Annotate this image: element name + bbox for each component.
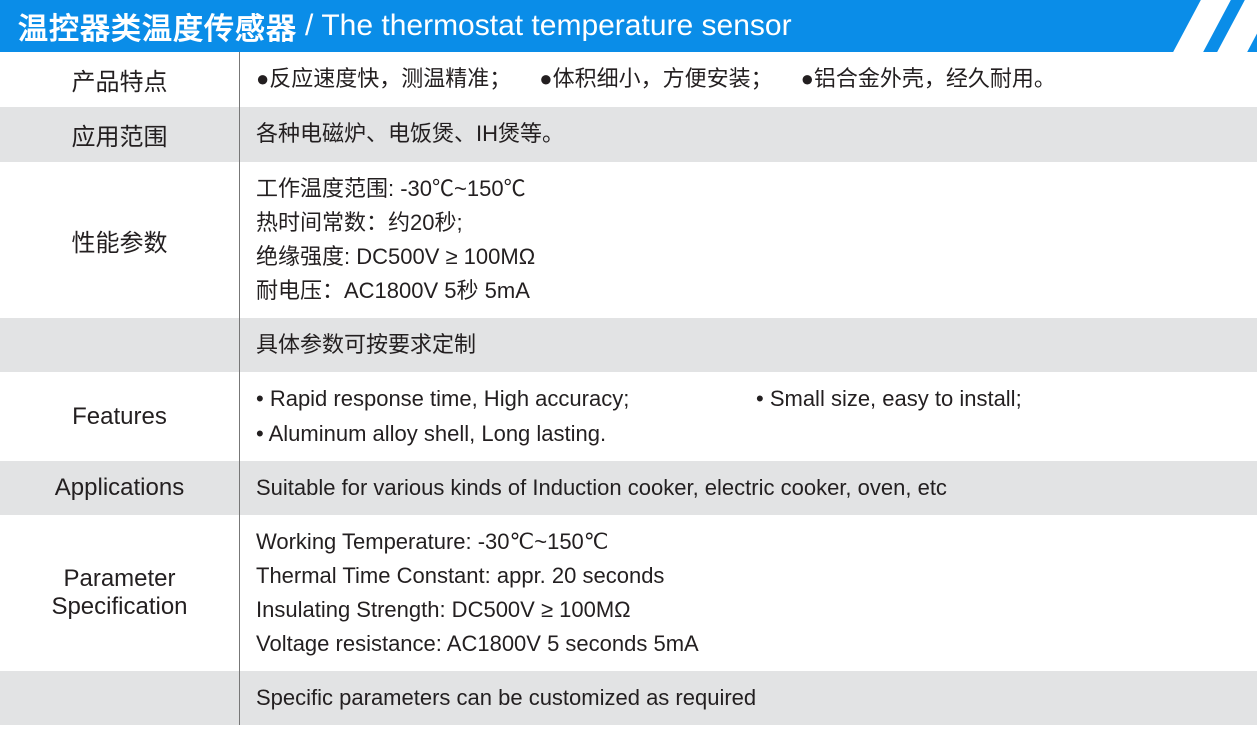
- spec-sheet: 温控器类温度传感器 / The thermostat temperature s…: [0, 0, 1257, 725]
- row-custom-note-en: Specific parameters can be customized as…: [0, 671, 1257, 725]
- header-separator: /: [305, 9, 313, 43]
- features-grid: • Rapid response time, High accuracy; • …: [256, 382, 1241, 450]
- bullet-item: ●反应速度快，测温精准；: [256, 62, 511, 96]
- row-custom-note-zh: 具体参数可按要求定制: [0, 318, 1257, 372]
- feature-item: • Rapid response time, High accuracy;: [256, 382, 756, 416]
- content-cell: Suitable for various kinds of Induction …: [240, 461, 1257, 515]
- header-title-zh: 温控器类温度传感器: [18, 4, 297, 48]
- param-line: Thermal Time Constant: appr. 20 seconds: [256, 559, 1241, 593]
- content-cell: • Rapid response time, High accuracy; • …: [240, 372, 1257, 460]
- param-line: 绝缘强度: DC500V ≥ 100MΩ: [256, 240, 1241, 274]
- row-product-features-zh: 产品特点 ●反应速度快，测温精准； ●体积细小，方便安装； ●铝合金外壳，经久耐…: [0, 52, 1257, 107]
- label-cell: Applications: [0, 461, 240, 515]
- param-line: 耐电压：AC1800V 5秒 5mA: [256, 274, 1241, 308]
- feature-item: • Small size, easy to install;: [756, 382, 1022, 416]
- label-cell: 性能参数: [0, 162, 240, 318]
- param-line: 工作温度范围: -30℃~150℃: [256, 172, 1241, 206]
- content-cell: 工作温度范围: -30℃~150℃ 热时间常数：约20秒; 绝缘强度: DC50…: [240, 162, 1257, 318]
- feature-item: • Aluminum alloy shell, Long lasting.: [256, 417, 1241, 451]
- bullet-item: ●铝合金外壳，经久耐用。: [801, 62, 1056, 96]
- content-cell: Working Temperature: -30℃~150℃ Thermal T…: [240, 515, 1257, 671]
- row-features-en: Features • Rapid response time, High acc…: [0, 372, 1257, 460]
- content-cell: 具体参数可按要求定制: [240, 318, 1257, 372]
- header-title-en: The thermostat temperature sensor: [321, 9, 791, 43]
- label-cell: 产品特点: [0, 52, 240, 107]
- content-cell: Specific parameters can be customized as…: [240, 671, 1257, 725]
- bullets-inline: ●反应速度快，测温精准； ●体积细小，方便安装； ●铝合金外壳，经久耐用。: [256, 62, 1241, 96]
- row-applications-zh: 应用范围 各种电磁炉、电饭煲、IH煲等。: [0, 107, 1257, 162]
- header-bar: 温控器类温度传感器 / The thermostat temperature s…: [0, 0, 1257, 52]
- row-applications-en: Applications Suitable for various kinds …: [0, 461, 1257, 515]
- param-line: Voltage resistance: AC1800V 5 seconds 5m…: [256, 627, 1241, 661]
- spec-table: 产品特点 ●反应速度快，测温精准； ●体积细小，方便安装； ●铝合金外壳，经久耐…: [0, 52, 1257, 725]
- label-cell: Parameter Specification: [0, 515, 240, 671]
- label-cell: 应用范围: [0, 107, 240, 162]
- row-parameters-zh: 性能参数 工作温度范围: -30℃~150℃ 热时间常数：约20秒; 绝缘强度:…: [0, 162, 1257, 318]
- label-cell: Features: [0, 372, 240, 460]
- label-cell-empty: [0, 318, 240, 372]
- label-cell-empty: [0, 671, 240, 725]
- row-parameter-spec-en: Parameter Specification Working Temperat…: [0, 515, 1257, 671]
- param-line: Working Temperature: -30℃~150℃: [256, 525, 1241, 559]
- param-line: 热时间常数：约20秒;: [256, 206, 1241, 240]
- content-cell: 各种电磁炉、电饭煲、IH煲等。: [240, 107, 1257, 162]
- bullet-item: ●体积细小，方便安装；: [539, 62, 772, 96]
- param-line: Insulating Strength: DC500V ≥ 100MΩ: [256, 593, 1241, 627]
- header-stripes: [1169, 0, 1257, 52]
- content-cell: ●反应速度快，测温精准； ●体积细小，方便安装； ●铝合金外壳，经久耐用。: [240, 52, 1257, 107]
